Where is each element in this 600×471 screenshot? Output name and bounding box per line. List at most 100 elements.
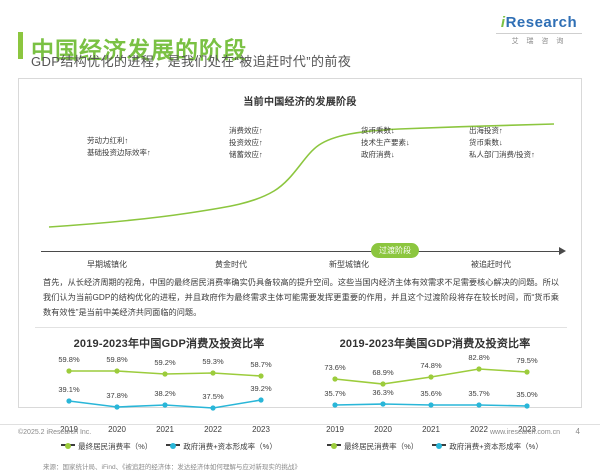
usa-blue-label-2: 35.6%	[420, 389, 442, 398]
phase-4-line-1: 出海投资↑	[469, 126, 503, 135]
usa-xtick-4: 2023	[518, 425, 536, 434]
china-green-label-4: 58.7%	[250, 360, 272, 369]
phase-2-line-2: 投资效应↑	[229, 138, 263, 147]
section-divider	[35, 327, 567, 328]
china-xtick-4: 2023	[252, 425, 270, 434]
logo-i-glyph: i	[500, 14, 506, 31]
logo-divider	[496, 33, 582, 34]
logo-subtext: 艾 瑞 咨 询	[511, 38, 567, 45]
page-title: 中国经济发展的阶段	[31, 37, 247, 63]
china-green-label-3: 59.3%	[202, 357, 224, 366]
usa-blue-label-0: 35.7%	[324, 389, 346, 398]
source-note: 来源：国家统计局、iFind、《被追赶的经济体：发达经济体如何理解与应对新现实的…	[43, 464, 301, 471]
phase-col-2: 消费效应↑ 投资效应↑ 储蓄效应↑	[229, 125, 263, 161]
footer-url[interactable]: www.iresearch.com.cn	[489, 429, 560, 436]
legend-marker-green	[327, 443, 342, 450]
footer-copyright: ©2025.2 iResearch Inc.	[18, 429, 92, 436]
logo: iResearch 艾 瑞 咨 询	[496, 14, 582, 46]
usa-green-label-3: 82.8%	[468, 353, 490, 362]
body-paragraph: 首先，从长经济周期的视角，中国的最终居民消费率确实仍具备较高的提升空间。这些当国…	[43, 278, 559, 317]
usa-xtick-3: 2022	[470, 425, 488, 434]
china-legend-label-0: 最终居民消费率（%）	[78, 442, 153, 451]
phase-3-line-1: 货币乘数↓	[361, 126, 395, 135]
usa-legend-label-0: 最终居民消费率（%）	[344, 442, 419, 451]
china-blue-label-4: 39.2%	[250, 384, 272, 393]
header: 中国经济发展的阶段	[0, 14, 600, 63]
chart-usa-plot: 73.6% 68.9% 74.8% 82.8% 79.5% 35.7% 36.3…	[303, 353, 567, 451]
china-legend-item-0: 最终居民消费率（%）	[61, 441, 152, 452]
china-legend-label-1: 政府消费+资本形成率（%）	[183, 442, 277, 451]
legend-dot-green	[331, 443, 338, 450]
logo-wordmark: iResearch	[496, 14, 582, 31]
phase-2-line-3: 储蓄效应↑	[229, 150, 263, 159]
slide: 中国经济发展的阶段 iResearch 艾 瑞 咨 询 GDP结构优化的进程，是…	[0, 14, 600, 471]
legend-dot-green	[65, 443, 72, 450]
usa-blue-label-3: 35.7%	[468, 389, 490, 398]
chart-china: 2019-2023年中国GDP消费及投资比率 59.8%	[37, 335, 301, 453]
usa-green-label-2: 74.8%	[420, 361, 442, 370]
chart-usa: 2019-2023年美国GDP消费及投资比率 73.6%	[303, 335, 567, 453]
usa-blue-label-4: 35.0%	[516, 390, 538, 399]
phase-3-line-3: 政府消费↓	[361, 150, 395, 159]
usa-legend-item-1: 政府消费+资本形成率（%）	[432, 441, 543, 452]
phase-col-3: 货币乘数↓ 技术生产要素↓ 政府消费↓	[361, 125, 410, 161]
china-xtick-2: 2021	[156, 425, 174, 434]
phase-label-2: 黄金时代	[215, 260, 247, 269]
stage-chart-title: 当前中国经济的发展阶段	[243, 97, 357, 108]
usa-green-label-0: 73.6%	[324, 363, 346, 372]
phase-annotations: 劳动力红利↑ 基础投资边际效率↑ 消费效应↑ 投资效应↑ 储蓄效应↑ 货币乘数↓…	[41, 113, 561, 233]
legend-dot-blue	[436, 443, 443, 450]
logo-main-text: Research	[505, 14, 578, 31]
usa-xtick-1: 2020	[374, 425, 392, 434]
china-blue-label-3: 37.5%	[202, 392, 224, 401]
phase-3-line-2: 技术生产要素↓	[361, 138, 410, 147]
usa-legend-label-1: 政府消费+资本形成率（%）	[449, 442, 543, 451]
usa-green-label-1: 68.9%	[372, 368, 394, 377]
timeline-axis	[41, 251, 559, 252]
china-xtick-0: 2019	[60, 425, 78, 434]
phase-2-line-1: 消费效应↑	[229, 126, 263, 135]
title-accent-bar	[18, 32, 23, 59]
chart-china-title: 2019-2023年中国GDP消费及投资比率	[73, 338, 265, 350]
footer-divider	[0, 424, 600, 425]
china-legend-item-1: 政府消费+资本形成率（%）	[166, 441, 277, 452]
china-green-label-1: 59.8%	[106, 355, 128, 364]
china-xtick-3: 2022	[204, 425, 222, 434]
phase-col-1: 劳动力红利↑ 基础投资边际效率↑	[87, 135, 151, 159]
usa-xtick-2: 2021	[422, 425, 440, 434]
usa-green-label-4: 79.5%	[516, 356, 538, 365]
timeline-arrow-icon	[559, 247, 566, 255]
chart-china-plot: 59.8% 59.8% 59.2% 59.3% 58.7% 39.1% 37.8…	[37, 355, 301, 451]
phase-4-line-2: 货币乘数↓	[469, 138, 503, 147]
legend-marker-blue	[166, 443, 181, 450]
china-green-label-0: 59.8%	[58, 355, 80, 364]
usa-blue-label-1: 36.3%	[372, 388, 394, 397]
china-blue-label-0: 39.1%	[58, 385, 80, 394]
page-subtitle: GDP结构优化的进程，是我们处在“被追赶时代”的前夜	[31, 54, 352, 69]
s-curve-graphic	[48, 123, 555, 228]
phase-1-line-1: 劳动力红利↑	[87, 136, 129, 145]
usa-xtick-0: 2019	[326, 425, 344, 434]
usa-legend-item-0: 最终居民消费率（%）	[327, 441, 418, 452]
phase-label-3: 新型城镇化	[329, 260, 369, 269]
china-xtick-1: 2020	[108, 425, 126, 434]
china-blue-label-2: 38.2%	[154, 389, 176, 398]
phase-4-line-3: 私人部门消费/投资↑	[469, 150, 535, 159]
phase-col-4: 出海投资↑ 货币乘数↓ 私人部门消费/投资↑	[469, 125, 535, 161]
transition-stage-badge: 过渡阶段	[371, 243, 419, 258]
china-blue-label-1: 37.8%	[106, 391, 128, 400]
phase-label-1: 早期城镇化	[87, 260, 127, 269]
chart-usa-title: 2019-2023年美国GDP消费及投资比率	[339, 338, 531, 350]
legend-marker-green	[61, 443, 76, 450]
phase-1-line-2: 基础投资边际效率↑	[87, 148, 151, 157]
legend-marker-blue	[432, 443, 447, 450]
china-legend: 最终居民消费率（%） 政府消费+资本形成率（%）	[37, 441, 301, 452]
content-frame: 当前中国经济的发展阶段 劳动力红利↑ 基础投资边际效率↑ 消费效应↑ 投资效应↑…	[18, 78, 582, 471]
phase-label-4: 被追赶时代	[471, 260, 511, 269]
usa-legend: 最终居民消费率（%） 政府消费+资本形成率（%）	[303, 441, 567, 452]
china-green-label-2: 59.2%	[154, 358, 176, 367]
footer-page-number: 4	[575, 427, 580, 436]
chart-china-svg	[66, 368, 264, 411]
legend-dot-blue	[170, 443, 177, 450]
chart-usa-svg	[332, 366, 530, 409]
